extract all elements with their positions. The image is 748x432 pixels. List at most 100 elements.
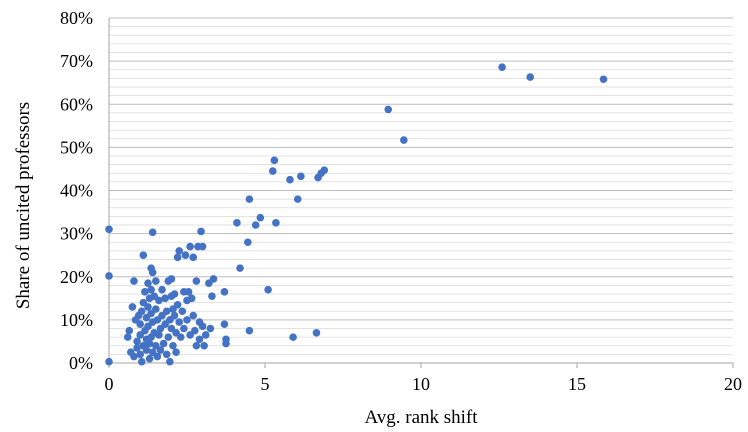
data-point [272,219,280,227]
data-point [175,318,183,326]
data-point [136,320,144,328]
data-point [148,268,157,277]
data-point [155,331,163,339]
data-point [245,195,254,203]
data-point [236,264,244,272]
data-point [189,311,198,320]
data-point [152,277,160,285]
data-point [130,352,138,361]
y-tick-label: 10% [60,310,93,330]
data-point [105,357,113,366]
y-tick-label: 20% [60,267,93,287]
data-point [161,294,169,303]
x-axis-ticks [108,363,734,368]
major-gridlines [109,17,733,321]
data-point [195,335,204,344]
data-point [137,357,146,366]
data-point [158,285,166,294]
data-point [139,251,148,259]
data-point [142,346,151,354]
data-point [312,329,321,337]
data-point [222,339,230,348]
data-point [170,290,179,298]
data-point [105,272,113,280]
data-point [198,322,207,331]
data-point [384,105,393,114]
data-point [156,346,165,354]
x-axis-title: Avg. rank shift [364,407,478,428]
data-point [144,303,152,311]
data-point [176,333,185,341]
data-point [201,331,210,339]
data-point [133,337,141,346]
y-tick-label: 50% [60,137,93,157]
data-point [159,339,168,348]
x-tick-label: 0 [105,374,114,394]
data-point [141,288,149,296]
data-point [200,341,208,350]
data-point [270,156,279,165]
data-point [144,279,152,288]
data-point [155,296,163,305]
data-point [220,320,229,328]
data-point [170,311,179,320]
data-point [180,324,188,333]
data-point [198,242,207,251]
data-point [167,275,176,283]
data-point [169,341,177,350]
data-point [172,348,180,357]
data-point [400,136,408,144]
data-point [256,213,265,222]
data-point [175,247,183,255]
data-point [162,307,171,316]
data-point [187,294,196,303]
data-point [289,333,297,341]
data-point [162,350,171,359]
data-point [152,305,160,313]
data-point [220,288,229,296]
data-point [208,292,216,300]
data-point [269,167,277,175]
y-tick-label: 70% [60,51,93,71]
data-point [178,307,187,316]
y-tick-label: 40% [60,181,93,201]
x-tick-label: 10 [412,374,430,394]
x-tick-label: 15 [568,374,586,394]
y-axis-title: Share of uncited professors [13,102,34,309]
data-point [173,253,182,262]
x-tick-label: 20 [724,374,742,394]
data-point [192,341,201,350]
data-point [181,251,190,259]
data-point [286,175,294,184]
data-point [128,303,137,311]
data-point [145,339,154,348]
data-point [130,277,138,285]
data-point [186,242,194,251]
data-point [145,354,154,363]
data-point [173,300,182,309]
data-point [251,221,260,229]
data-point [147,285,155,294]
data-point [245,326,254,335]
data-point [209,275,218,283]
x-axis-tick-labels: 0 5 10 15 20 [105,374,743,394]
data-point [166,357,174,366]
data-point [123,333,132,341]
y-tick-label: 80% [60,8,93,28]
data-point [498,63,506,71]
data-point [192,277,201,285]
data-point [244,238,252,247]
data-point [233,219,241,227]
data-point [293,195,302,203]
y-tick-label: 60% [60,94,93,114]
data-point [136,350,144,359]
y-tick-label: 0% [69,353,93,373]
data-point [133,344,141,352]
y-axis-tick-labels: 0% 10% 20% 30% 40% 50% 60% 70% 80% [60,8,93,373]
data-point [197,227,205,236]
data-point [320,166,329,175]
data-point [297,172,305,181]
data-point [148,228,157,237]
data-point [189,253,198,262]
